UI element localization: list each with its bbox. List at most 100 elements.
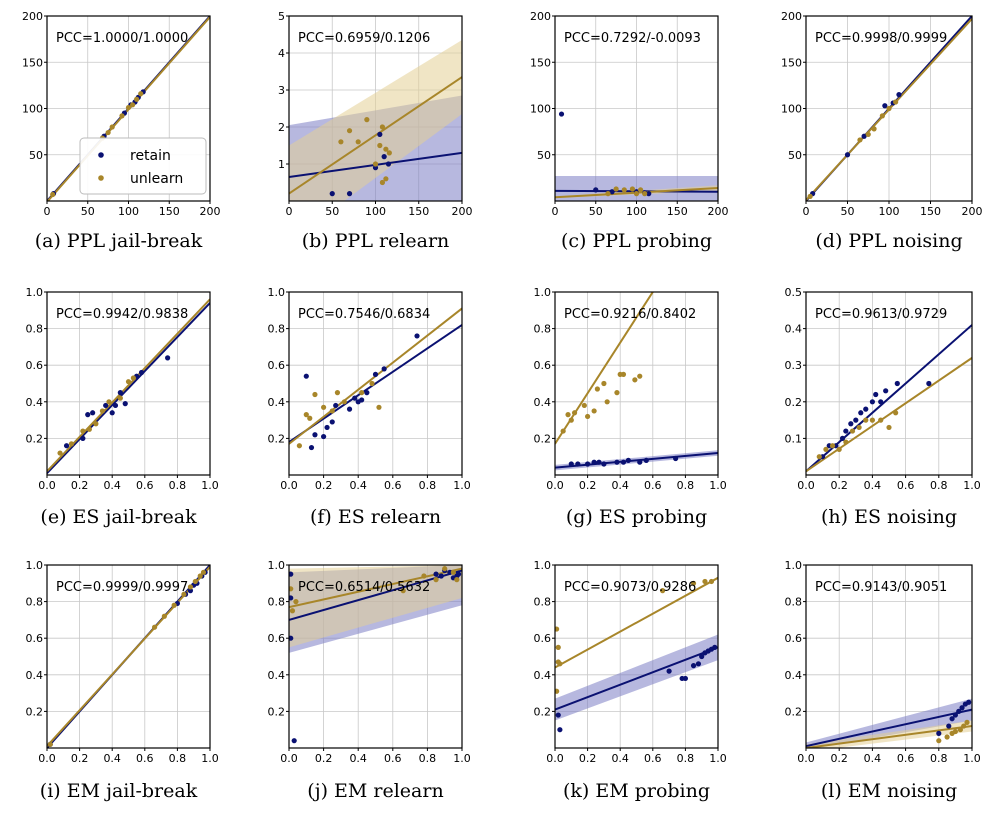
point-unlearn <box>130 375 136 381</box>
point-unlearn <box>377 142 383 149</box>
point-unlearn <box>594 386 600 392</box>
x-tick-label: 0.4 <box>864 479 882 492</box>
point-unlearn <box>816 454 822 460</box>
fit-line-unlearn <box>806 725 972 748</box>
x-tick-label: 200 <box>200 205 221 218</box>
point-retain <box>839 435 846 441</box>
subplot-7: 0.0 0.2 0.4 0.6 0.8 1.0 0.2 0.4 0.6 0.8 1.0 PCC=0.9… <box>534 286 727 528</box>
point-retain <box>956 708 962 715</box>
point-unlearn <box>138 91 144 97</box>
point-retain <box>117 390 123 396</box>
point-retain <box>926 380 932 387</box>
y-tick-label: 0.4 <box>785 323 803 336</box>
y-tick-label: 0.6 <box>785 632 803 645</box>
subplot-5: 0.0 0.2 0.4 0.6 0.8 1.0 0.2 0.4 0.6 0.8 1.0 PCC=0.9… <box>26 286 219 528</box>
x-tick-label: 150 <box>159 205 180 218</box>
fit-line-unlearn <box>806 357 972 473</box>
fit-line-retain <box>806 708 972 748</box>
point-retain <box>894 380 900 387</box>
point-retain <box>291 738 297 744</box>
axes-frame <box>46 291 211 476</box>
point-retain <box>80 435 86 441</box>
point-retain <box>952 712 959 718</box>
pcc-annotation: PCC=0.7546/0.6834 <box>298 307 430 322</box>
x-tick-label: 0.4 <box>103 479 121 492</box>
y-tick-label: 150 <box>781 56 802 69</box>
subplot-2: 0 50 100 150 200 1 2 3 4 5 PCC=0.6959/0.1206 (b) PP… <box>278 10 473 252</box>
fit-line-retain <box>555 646 718 711</box>
point-unlearn <box>829 443 836 449</box>
subplot-11: 0.0 0.2 0.4 0.6 0.8 1.0 0.2 0.4 0.6 0.8 1.0 PCC=0.9… <box>534 559 727 802</box>
point-retain <box>85 412 91 418</box>
x-tick-label: 100 <box>365 205 386 218</box>
x-tick-label: 0.6 <box>136 479 154 492</box>
point-unlearn <box>312 391 318 398</box>
x-tick-label: 0.6 <box>384 752 402 765</box>
x-tick-label: 150 <box>920 205 941 218</box>
point-unlearn <box>613 186 619 192</box>
x-tick-label: 0.0 <box>280 479 298 492</box>
point-retain <box>637 459 643 465</box>
point-unlearn <box>591 408 597 414</box>
point-unlearn <box>620 371 627 377</box>
y-tick-label: 200 <box>781 10 802 23</box>
point-unlearn <box>296 443 302 449</box>
pcc-annotation: PCC=0.9613/0.9729 <box>815 307 947 322</box>
point-unlearn <box>303 412 309 418</box>
point-unlearn <box>50 191 56 198</box>
pcc-annotation: PCC=0.7292/-0.0093 <box>564 31 701 46</box>
point-unlearn <box>629 186 636 192</box>
point-unlearn <box>557 661 563 667</box>
point-retain <box>303 373 309 379</box>
point-retain <box>112 402 119 409</box>
y-tick-label: 0.6 <box>534 632 552 645</box>
point-unlearn <box>346 128 353 134</box>
point-retain <box>414 333 420 339</box>
x-tick-label: 0.4 <box>103 752 121 765</box>
point-retain <box>873 391 879 398</box>
point-retain <box>643 457 649 463</box>
y-tick-label: 100 <box>530 103 551 116</box>
plot-area <box>47 565 210 748</box>
point-unlearn <box>454 577 460 583</box>
fit-line-retain <box>555 452 718 469</box>
x-tick-label: 0.0 <box>797 752 815 765</box>
y-tick-label: 0.2 <box>268 432 286 445</box>
x-tick-label: 0.2 <box>579 479 597 492</box>
point-unlearn <box>341 399 347 405</box>
pcc-annotation: PCC=0.6959/0.1206 <box>298 31 430 46</box>
x-tick-label: 0 <box>44 205 51 218</box>
confidence-band-unlearn <box>806 720 972 748</box>
x-tick-label: 0.4 <box>864 752 882 765</box>
x-tick-label: 0.4 <box>611 752 629 765</box>
point-unlearn <box>86 426 92 432</box>
fit-line-retain <box>289 569 462 621</box>
point-retain <box>372 371 379 377</box>
point-unlearn <box>386 150 392 156</box>
y-tick-label: 0.6 <box>26 359 44 372</box>
x-tick-label: 1.0 <box>201 752 219 765</box>
x-tick-label: 0.6 <box>644 479 662 492</box>
pcc-annotation: PCC=0.9073/0.9286 <box>564 580 696 595</box>
subplot-9: 0.0 0.2 0.4 0.6 0.8 1.0 0.2 0.4 0.6 0.8 1.0 PCC=0.9… <box>26 559 219 802</box>
y-tick-label: 0.2 <box>785 396 803 409</box>
point-unlearn <box>433 577 439 583</box>
point-retain <box>690 663 697 669</box>
point-retain <box>614 459 620 465</box>
pcc-annotation: PCC=0.9999/0.9997 <box>56 580 188 595</box>
x-tick-label: 0.0 <box>280 752 298 765</box>
subplot-8: 0.0 0.2 0.4 0.6 0.8 1.0 0.1 0.2 0.3 0.4 0.5 PCC=0.9… <box>785 286 981 528</box>
x-tick-label: 0.8 <box>419 752 437 765</box>
pcc-annotation: PCC=0.9998/0.9999 <box>815 31 947 46</box>
point-unlearn <box>823 446 829 452</box>
y-tick-label: 50 <box>29 149 43 162</box>
point-retain <box>346 191 353 197</box>
point-unlearn <box>68 441 75 447</box>
point-unlearn <box>109 124 115 130</box>
x-tick-label: 0.4 <box>611 479 629 492</box>
x-tick-label: 0 <box>552 205 559 218</box>
point-retain <box>187 588 194 594</box>
fit-line-retain <box>806 324 972 473</box>
y-tick-label: 0.8 <box>534 323 552 336</box>
